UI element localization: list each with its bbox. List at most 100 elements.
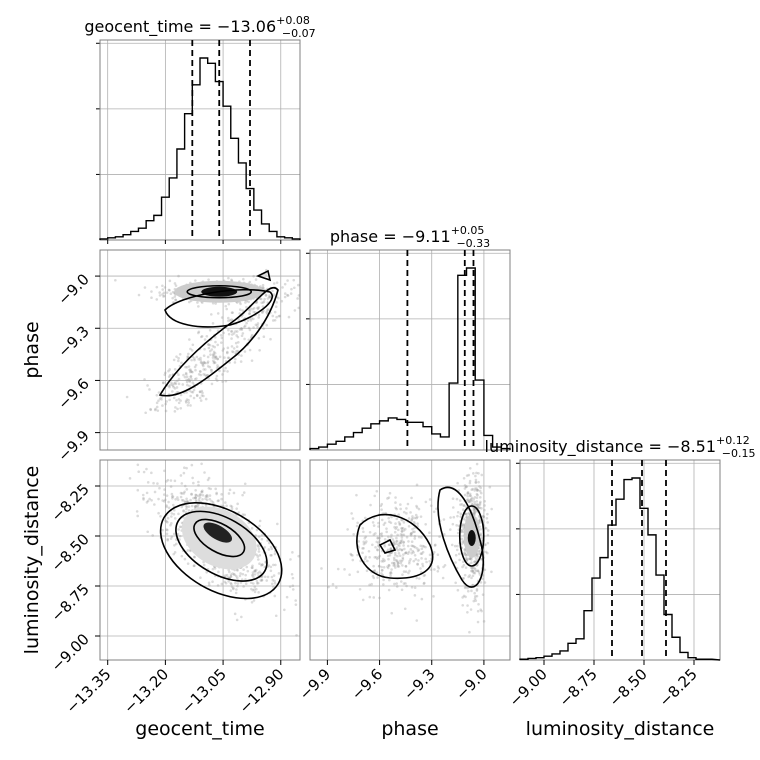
sample-point [479,491,483,495]
sample-point [478,519,481,522]
sample-point [260,563,264,566]
sample-point [483,500,487,503]
sample-point [266,297,270,300]
sample-point [257,337,261,340]
sample-point [398,547,402,551]
sample-point [478,521,482,524]
sample-point [292,278,296,282]
sample-point [475,471,478,475]
sample-point [398,544,401,548]
title-phase: phase = −9.11+0.05 −0.33 [330,224,490,250]
sample-point [467,500,471,504]
sample-point [415,547,419,550]
sample-point [272,293,276,296]
sample-point [210,348,214,351]
sample-point [194,496,197,500]
sample-point [399,539,403,543]
sample-point [245,321,248,325]
sample-point [462,576,466,580]
sample-point [161,288,165,291]
sample-point [251,573,255,576]
sample-point [253,569,257,572]
sample-point [424,557,428,561]
sample-point [375,489,379,493]
sample-point [423,573,427,577]
sample-point [162,493,166,496]
sample-point [380,569,384,572]
sample-point [197,503,200,506]
sample-point [268,295,271,299]
sample-point [230,505,234,508]
sample-point [256,326,259,329]
sample-point [468,481,472,485]
sample-point [464,553,467,557]
sample-point [474,474,477,478]
sample-point [222,347,225,350]
sample-point [218,355,222,359]
sample-point [262,327,265,330]
sample-point [286,279,289,282]
sample-point [242,277,245,281]
sample-point [198,496,202,499]
sample-point [474,599,478,602]
sample-point [470,496,474,500]
sample-point [478,496,482,499]
sample-point [198,370,202,373]
sample-point [197,331,200,335]
sample-point [288,585,292,588]
sample-point [465,485,468,488]
sample-point [162,381,165,385]
sample-point [417,548,421,552]
sample-point [170,492,174,496]
sample-point [432,550,436,554]
sample-point [199,335,203,339]
sample-point [228,361,231,364]
sample-point [162,295,165,298]
sample-point [400,536,404,539]
sample-point [263,575,267,579]
sample-point [177,373,180,377]
sample-point [401,518,404,522]
sample-point [394,566,397,569]
sample-point [197,357,200,361]
sample-point [395,585,399,588]
sample-point [200,394,204,397]
sample-point [273,318,277,322]
sample-point [371,543,374,547]
sample-point [294,599,297,602]
sample-point [480,536,484,540]
sample-point [247,300,250,304]
sample-point [453,544,457,548]
sample-point [404,551,407,555]
sample-point [437,567,440,570]
sample-point [241,332,245,335]
sample-point [376,536,380,540]
sample-point [226,576,230,579]
sample-point [343,568,346,571]
sample-point [191,390,195,394]
sample-point [185,499,189,503]
sample-point [459,503,462,506]
sample-point [199,361,203,364]
sample-point [256,306,259,310]
sample-point [479,486,483,490]
sample-point [470,488,474,492]
sample-point [182,492,186,495]
sample-point [224,574,227,577]
sample-point [481,593,485,596]
sample-point [373,569,377,572]
sample-point [462,504,466,507]
sample-point [376,548,379,551]
sample-point [146,384,149,387]
sample-point [372,576,376,580]
sample-point [163,498,167,502]
sample-point [227,356,231,360]
sample-point [168,398,171,402]
sample-point [207,346,211,350]
sample-point [213,345,216,349]
sample-point [215,491,218,495]
sample-point [158,294,162,297]
sample-point [364,535,368,539]
sample-point [346,528,349,531]
sample-point [378,554,382,558]
